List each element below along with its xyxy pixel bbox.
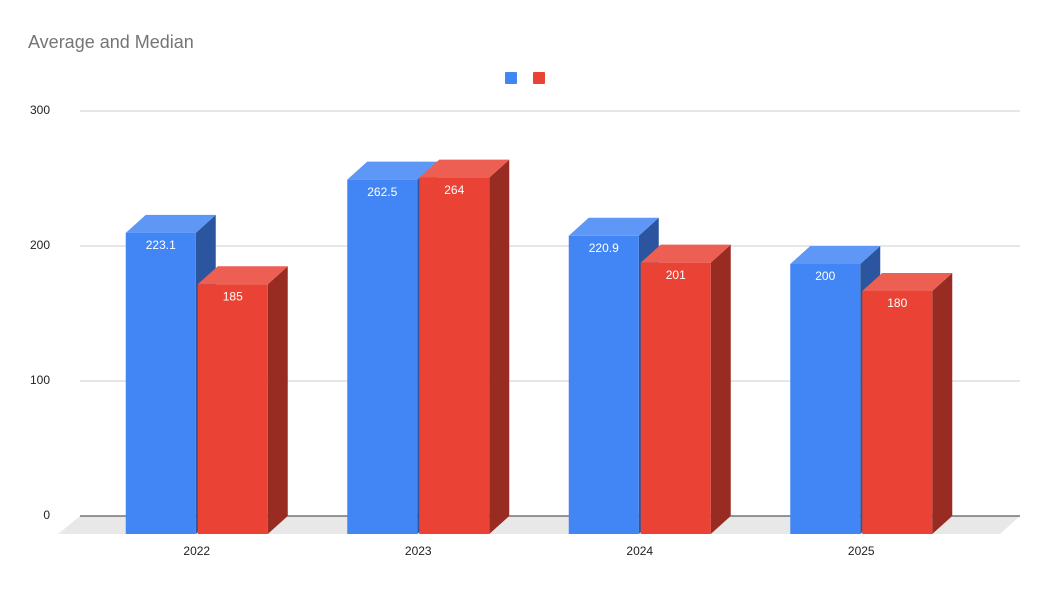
bar-3d: 264 [419,159,510,534]
x-tick-label: 2024 [626,544,653,558]
bar-3d: 180 [862,273,953,534]
bar-top [125,214,216,233]
bar-side [710,244,731,534]
bar-top [862,273,953,291]
value-label: 201 [666,268,686,282]
bar-side [489,159,510,534]
value-label: 264 [444,183,464,197]
chart-title: Average and Median [28,32,194,52]
bar [419,177,490,534]
bar-side [932,273,953,534]
bar-top [197,266,288,285]
bar-3d: 201 [640,244,731,534]
value-label: 262.5 [367,185,397,199]
bar [347,179,418,534]
y-tick-label: 200 [30,238,50,252]
floor [58,516,1020,534]
bar-top [640,244,731,263]
y-tick-label: 300 [30,103,50,117]
bar [197,284,268,534]
y-tick-label: 100 [30,373,50,387]
x-tick-label: 2023 [405,544,432,558]
y-tick-label: 0 [43,508,50,522]
bar-3d: 185 [197,266,288,534]
bar [640,262,711,534]
value-label: 185 [223,289,243,303]
x-tick-label: 2022 [183,544,210,558]
value-label: 180 [887,296,907,310]
x-tick-label: 2025 [848,544,875,558]
bar [568,235,639,534]
bar-top [347,161,438,180]
bar-top [790,246,881,264]
value-label: 220.9 [589,241,619,255]
bar [862,291,933,534]
bar [125,232,196,534]
bar-top [419,159,510,178]
bar [790,264,861,534]
value-label: 200 [815,269,835,283]
legend-swatch [533,72,545,84]
value-label: 223.1 [146,238,176,252]
legend-swatch [505,72,517,84]
bar-top [568,217,659,236]
bar-side [267,266,288,534]
